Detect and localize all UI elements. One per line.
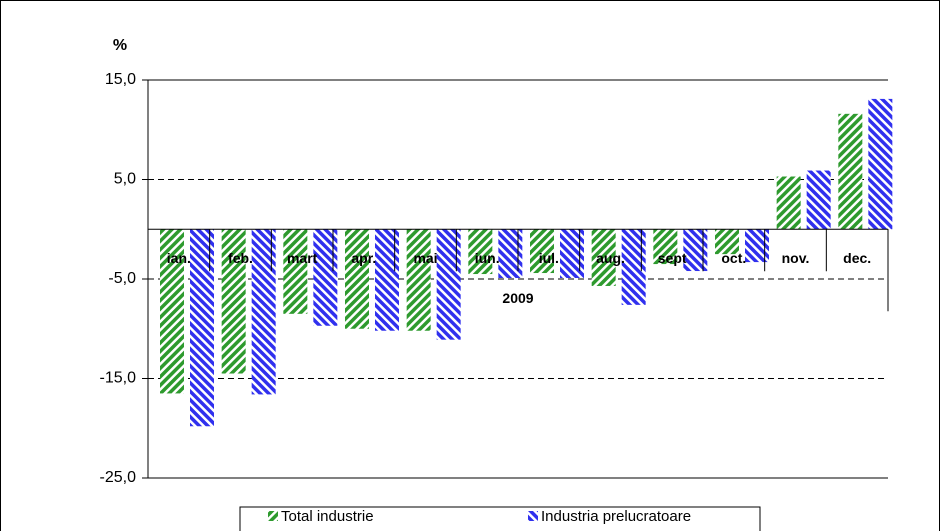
legend-swatch [268, 511, 278, 521]
bar [621, 229, 646, 305]
bar [345, 229, 369, 329]
y-tick-label: -5,0 [108, 270, 136, 287]
bar [498, 229, 523, 279]
bar [313, 229, 338, 326]
x-tick-label: ian. [167, 250, 191, 266]
bar [838, 113, 863, 230]
legend-box [239, 506, 761, 531]
bar [530, 229, 554, 274]
bar [560, 229, 584, 279]
y-tick-label: 15,0 [105, 71, 136, 88]
bar [683, 229, 708, 272]
bar [283, 229, 308, 314]
bar [715, 229, 739, 255]
y-tick-label: 5,0 [114, 171, 136, 188]
x-tick-label: feb. [228, 250, 253, 266]
bar [776, 176, 801, 230]
x-tick-label: nov. [782, 250, 810, 266]
bar [806, 170, 831, 230]
bar [468, 229, 493, 275]
x-tick-label: apr. [351, 250, 376, 266]
bar [868, 98, 893, 230]
bar [160, 229, 184, 394]
x-tick-label: iul. [539, 250, 559, 266]
bar [591, 229, 616, 286]
bar [375, 229, 399, 331]
legend-swatch [528, 511, 538, 521]
x-tick-label: iun. [475, 250, 500, 266]
bar [221, 229, 246, 374]
bar [653, 229, 678, 265]
x-axis-label: 2009 [502, 290, 533, 306]
y-axis-label: % [113, 37, 127, 54]
x-tick-label: oct. [721, 250, 746, 266]
legend-label: Total industrie [281, 508, 374, 525]
bar [251, 229, 276, 395]
y-tick-label: -15,0 [100, 370, 137, 387]
bar [406, 229, 431, 331]
x-tick-label: mai [413, 250, 437, 266]
legend-label: Industria prelucratoare [541, 508, 691, 525]
x-tick-label: mart [287, 250, 318, 266]
legend: Total industrie Industria prelucratoare [239, 506, 761, 531]
x-tick-label: dec. [843, 250, 871, 266]
bar [190, 229, 214, 427]
x-tick-label: aug. [596, 250, 625, 266]
y-tick-label: -25,0 [100, 469, 137, 486]
x-tick-label: sept [658, 250, 687, 266]
bar [745, 229, 769, 263]
bar [436, 229, 461, 340]
